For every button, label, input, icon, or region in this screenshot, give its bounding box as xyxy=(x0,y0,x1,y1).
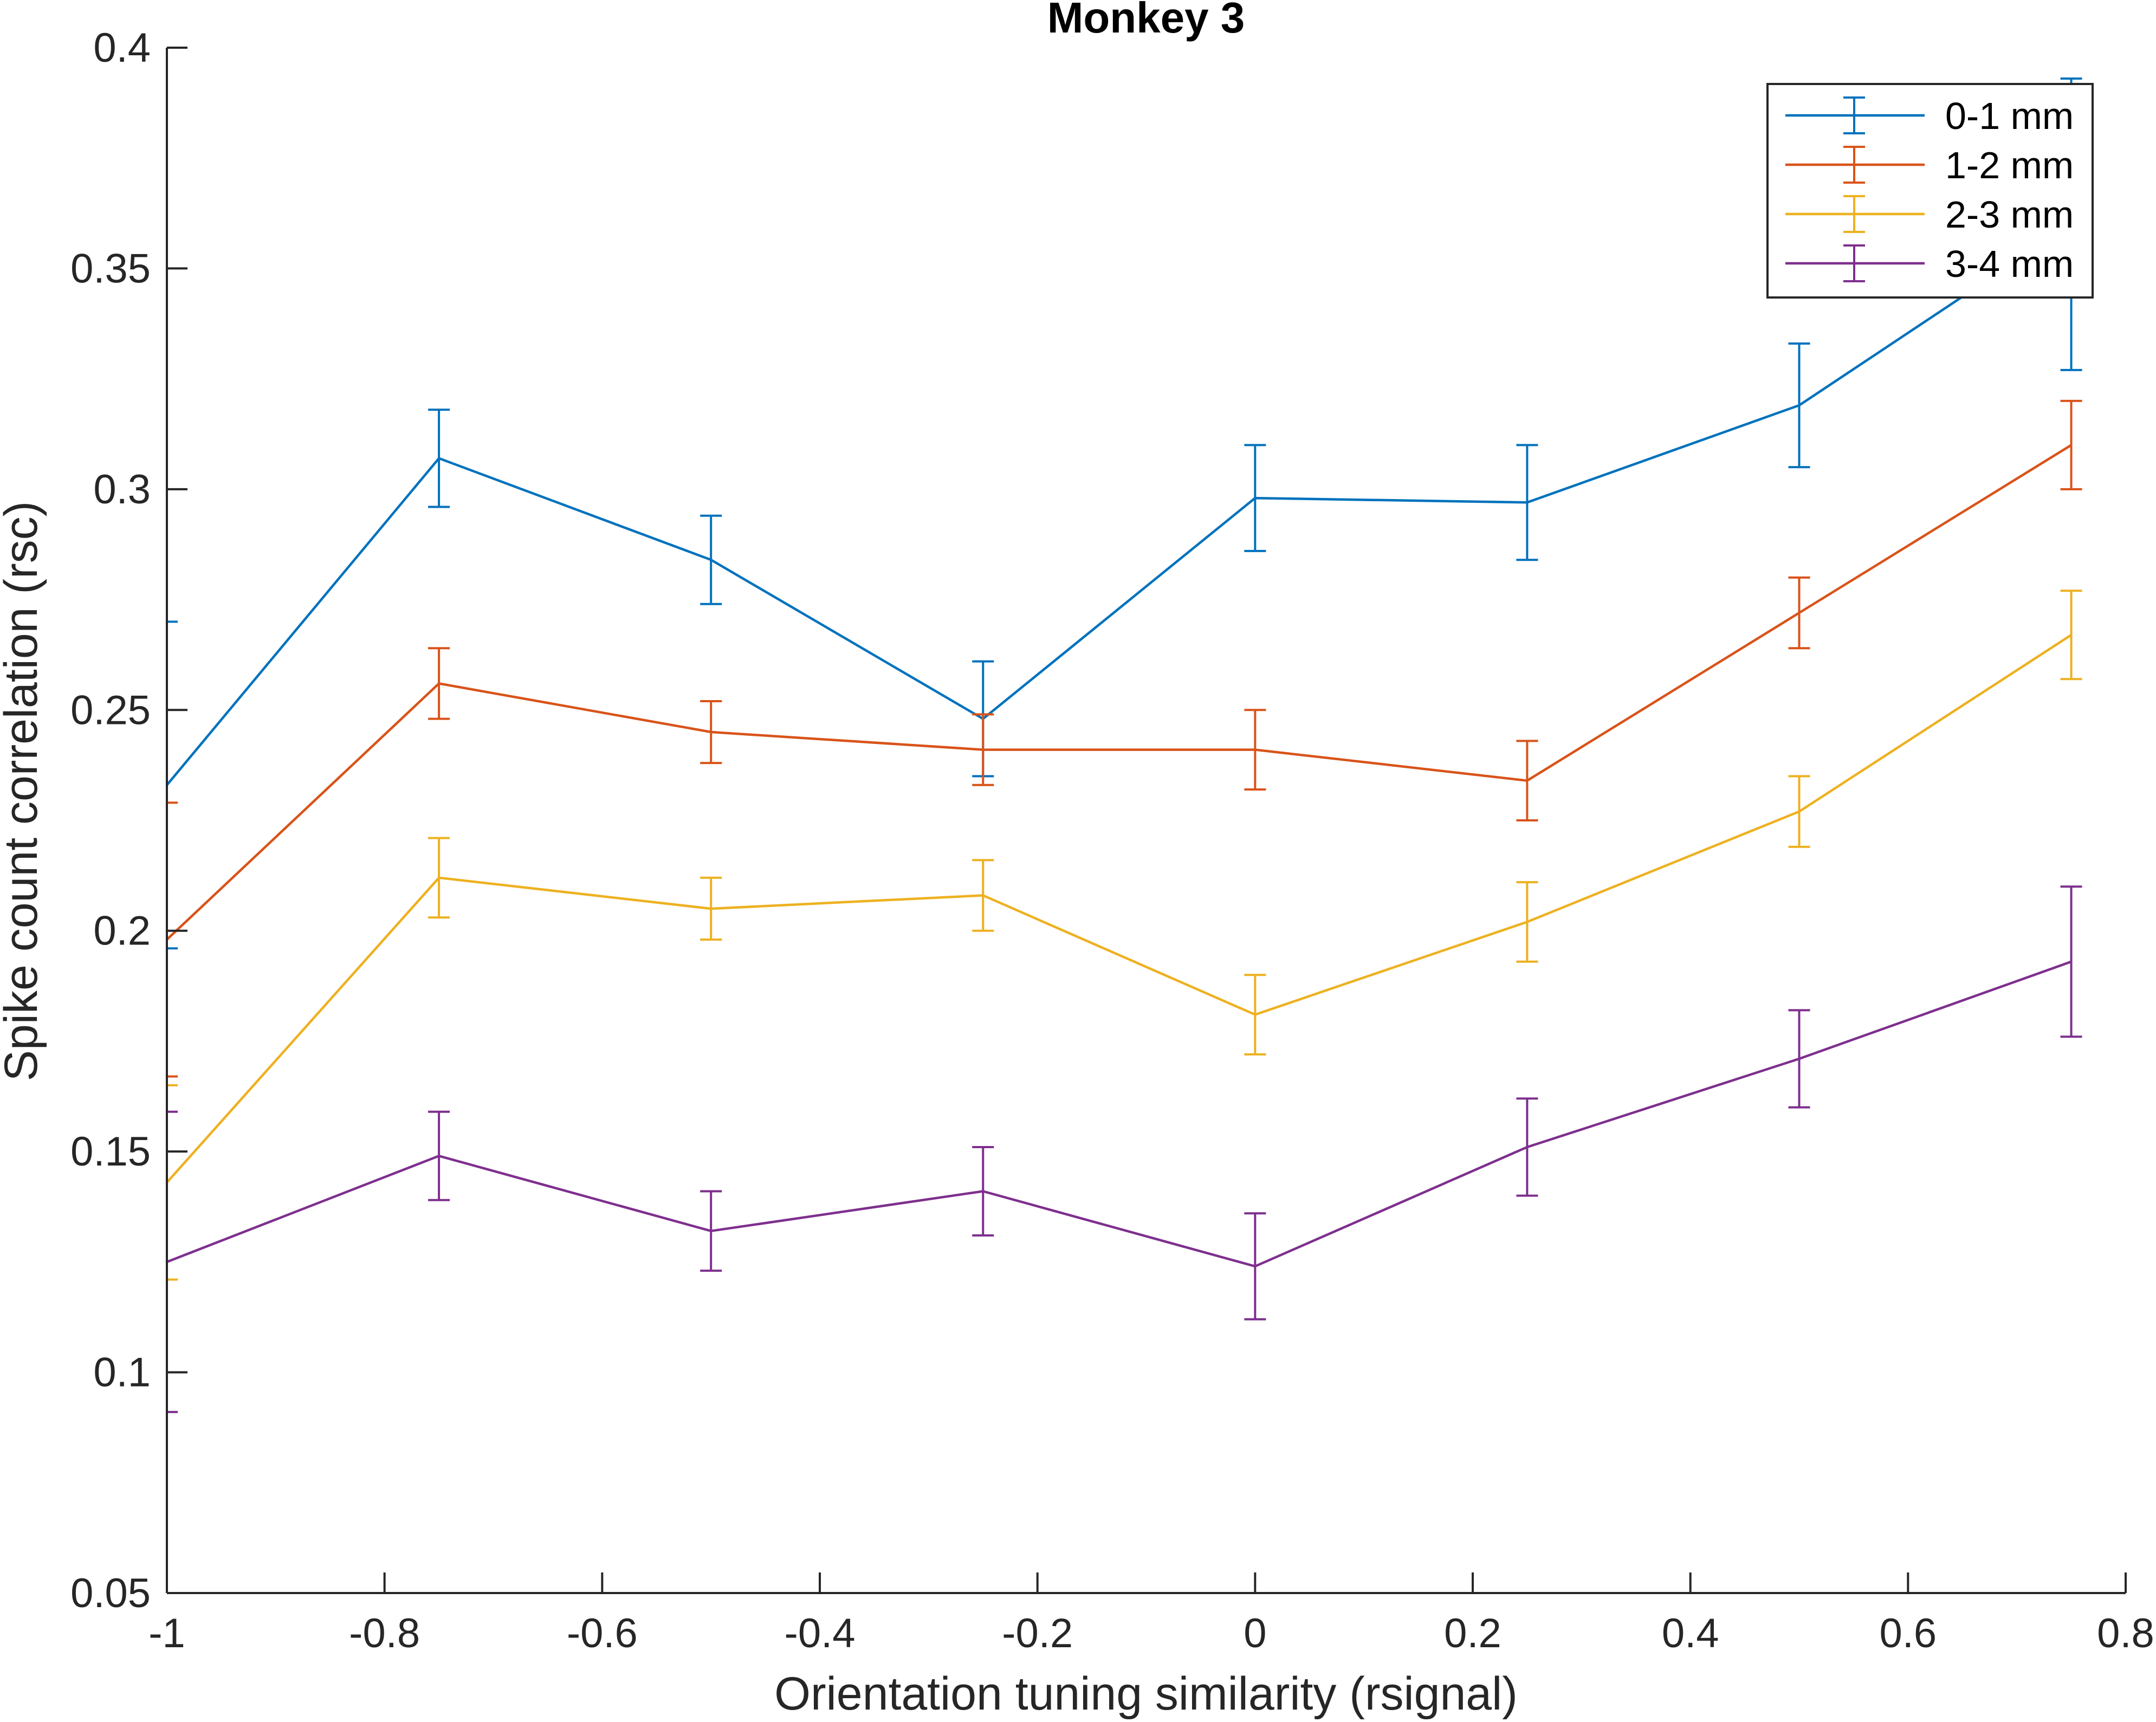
series-layer xyxy=(167,77,2082,1413)
y-tick-label: 0.35 xyxy=(70,245,151,292)
x-tick-label: -1 xyxy=(148,1610,185,1656)
y-tick-label: 0.05 xyxy=(70,1570,151,1616)
y-tick-label: 0.25 xyxy=(70,687,151,733)
series-line xyxy=(167,633,2072,1183)
y-tick-label: 0.3 xyxy=(93,467,151,513)
series-1-2-mm xyxy=(167,399,2082,1078)
series-line xyxy=(167,960,2072,1268)
x-tick-label: 0.8 xyxy=(2097,1610,2154,1656)
y-tick-label: 0.2 xyxy=(93,908,151,954)
legend-box xyxy=(1766,83,2094,299)
axes-layer: -1 -0.8 -0.6 -0.4 -0.2 0 0.2 0.4 0.6 0.8 0.05 0.1 0.… xyxy=(70,25,2154,1656)
x-tick-label: -0.8 xyxy=(349,1610,420,1656)
x-tick-label: 0.6 xyxy=(1880,1610,1937,1656)
series-3-4-mm xyxy=(167,885,2082,1413)
x-tick-label: 0 xyxy=(1244,1610,1266,1656)
legend-label: 0-1 mm xyxy=(1945,95,2074,137)
legend[interactable]: 0-1 mm 1-2 mm 2-3 mm 3-4 mm xyxy=(1766,83,2094,299)
x-tick-label: -0.2 xyxy=(1002,1610,1073,1656)
x-tick-label: -0.6 xyxy=(567,1610,638,1656)
legend-label: 1-2 mm xyxy=(1945,144,2074,186)
y-tick-label: 0.15 xyxy=(70,1129,151,1175)
chart-title: Monkey 3 xyxy=(1047,0,1245,42)
x-axis-title: Orientation tuning similarity (rsignal) xyxy=(774,1668,1518,1720)
series-2-3-mm xyxy=(167,590,2082,1281)
y-axis-title: Spike count correlation (rsc) xyxy=(0,501,47,1082)
series-line xyxy=(167,444,2072,941)
y-tick-label: 0.1 xyxy=(93,1350,151,1396)
x-tick-label: 0.2 xyxy=(1444,1610,1501,1656)
x-tick-label: -0.4 xyxy=(785,1610,856,1656)
legend-label: 2-3 mm xyxy=(1945,193,2074,236)
legend-label: 3-4 mm xyxy=(1945,243,2074,285)
series-line xyxy=(167,223,2072,786)
y-tick-label: 0.4 xyxy=(93,25,151,71)
x-tick-label: 0.4 xyxy=(1662,1610,1719,1656)
plot-area: -1 -0.8 -0.6 -0.4 -0.2 0 0.2 0.4 0.6 0.8 0.05 0.1 0.… xyxy=(70,25,2154,1656)
